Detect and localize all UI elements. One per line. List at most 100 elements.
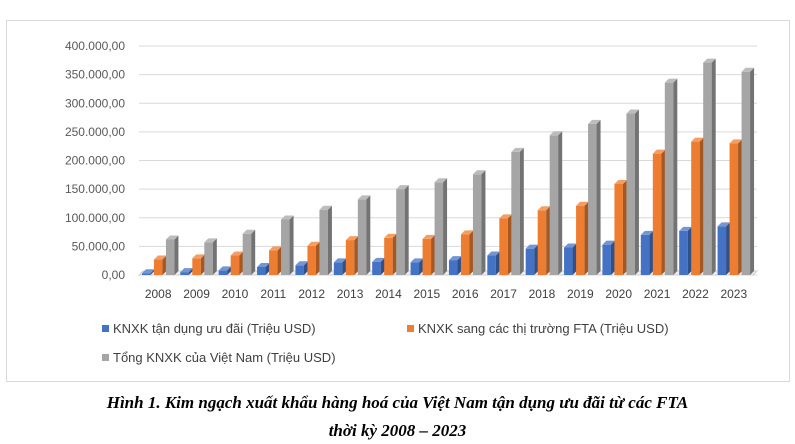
bar-top bbox=[180, 268, 193, 273]
x-tick-label: 2016 bbox=[452, 287, 479, 301]
bar-2 bbox=[729, 143, 739, 275]
bar-3 bbox=[511, 151, 520, 275]
bar-side bbox=[673, 78, 678, 275]
y-tick-label: 50.000,00 bbox=[72, 239, 126, 253]
bar-side bbox=[634, 109, 639, 276]
bar-top bbox=[511, 147, 524, 152]
bar-side bbox=[315, 241, 320, 275]
y-tick-label: 100.000,00 bbox=[65, 211, 125, 225]
bar-side bbox=[289, 215, 294, 275]
x-tick-label: 2023 bbox=[720, 287, 747, 301]
bar-top bbox=[295, 261, 308, 266]
bar-3 bbox=[357, 199, 367, 275]
bar-top bbox=[434, 178, 448, 183]
bar-top bbox=[549, 131, 563, 136]
bar-side bbox=[227, 266, 232, 275]
bar-side bbox=[534, 244, 539, 275]
bar-top bbox=[333, 258, 347, 263]
bar-2 bbox=[192, 258, 201, 275]
bar-3 bbox=[281, 219, 290, 275]
bar-1 bbox=[679, 230, 688, 275]
bar-2 bbox=[345, 240, 355, 275]
bar-side bbox=[239, 251, 244, 275]
x-tick-label: 2021 bbox=[644, 287, 671, 301]
bar-side bbox=[212, 238, 217, 275]
bar-top bbox=[602, 240, 615, 245]
bar-top bbox=[614, 179, 627, 184]
bar-2 bbox=[230, 255, 240, 275]
legend-label: Tổng KNXK của Việt Nam (Triệu USD) bbox=[113, 350, 336, 365]
bar-2 bbox=[691, 141, 700, 275]
bar-side bbox=[469, 230, 474, 275]
bar-side bbox=[622, 179, 627, 275]
bar-side bbox=[584, 201, 589, 275]
bar-top bbox=[422, 234, 436, 239]
bar-side bbox=[572, 243, 577, 275]
bar-1 bbox=[141, 273, 151, 275]
x-tick-label: 2017 bbox=[490, 287, 517, 301]
bar-3 bbox=[626, 113, 635, 276]
bar-3 bbox=[204, 242, 213, 275]
y-tick-label: 200.000,00 bbox=[65, 154, 125, 168]
x-tick-label: 2015 bbox=[413, 287, 440, 301]
bar-top bbox=[230, 251, 244, 256]
bar-side bbox=[457, 256, 462, 275]
bar-1 bbox=[640, 234, 650, 275]
bar-2 bbox=[153, 259, 163, 275]
bar-top bbox=[307, 241, 320, 246]
bar-top bbox=[345, 236, 359, 241]
bar-top bbox=[525, 244, 539, 249]
legend-swatch bbox=[102, 354, 109, 361]
bar-side bbox=[596, 119, 601, 275]
legend-swatch bbox=[102, 325, 109, 332]
bar-top bbox=[626, 109, 639, 114]
bar-top bbox=[703, 58, 716, 63]
bar-top bbox=[192, 254, 205, 259]
bar-top bbox=[269, 246, 282, 251]
bar-top bbox=[141, 269, 155, 274]
bar-1 bbox=[487, 255, 496, 275]
bar-1 bbox=[717, 226, 727, 275]
bar-top bbox=[204, 238, 217, 243]
bar-top bbox=[487, 251, 500, 256]
bar-top bbox=[472, 170, 486, 175]
chart-area: 0,00 50.000,00 100.000,00 150.000,00 200.000… bbox=[6, 20, 790, 382]
bar-side bbox=[366, 195, 371, 275]
bar-side bbox=[251, 229, 256, 275]
bar-side bbox=[174, 235, 179, 275]
bar-2 bbox=[499, 218, 508, 275]
bar-side bbox=[699, 137, 704, 275]
bar-top bbox=[576, 201, 589, 206]
y-tick-label: 400.000,00 bbox=[65, 39, 125, 53]
bar-side bbox=[443, 178, 448, 275]
x-tick-label: 2019 bbox=[567, 287, 594, 301]
bar-top bbox=[564, 243, 577, 248]
bar-top bbox=[499, 214, 512, 219]
bar-side bbox=[495, 251, 500, 275]
bar-3 bbox=[664, 82, 674, 275]
bar-side bbox=[380, 257, 385, 275]
x-tick-label: 2013 bbox=[337, 287, 364, 301]
bar-top bbox=[537, 206, 551, 211]
bar-side bbox=[342, 258, 347, 275]
bar-side bbox=[661, 149, 666, 275]
bar-side bbox=[200, 254, 205, 275]
bar-side bbox=[711, 58, 716, 275]
bar-3 bbox=[588, 123, 597, 275]
bar-side bbox=[404, 185, 409, 275]
bar-top bbox=[729, 139, 743, 144]
bar-1 bbox=[257, 266, 266, 275]
bar-1 bbox=[180, 272, 189, 275]
legend-swatch bbox=[407, 325, 414, 332]
bar-top bbox=[218, 266, 232, 271]
bar-1 bbox=[448, 260, 458, 275]
bar-top bbox=[448, 256, 462, 261]
bar-2 bbox=[460, 234, 470, 275]
bar-top bbox=[319, 205, 332, 210]
bar-side bbox=[750, 67, 755, 275]
bar-top bbox=[691, 137, 704, 142]
x-tick-label: 2022 bbox=[682, 287, 709, 301]
bar-top bbox=[372, 257, 385, 262]
bar-side bbox=[392, 233, 397, 275]
bar-top bbox=[664, 78, 678, 83]
